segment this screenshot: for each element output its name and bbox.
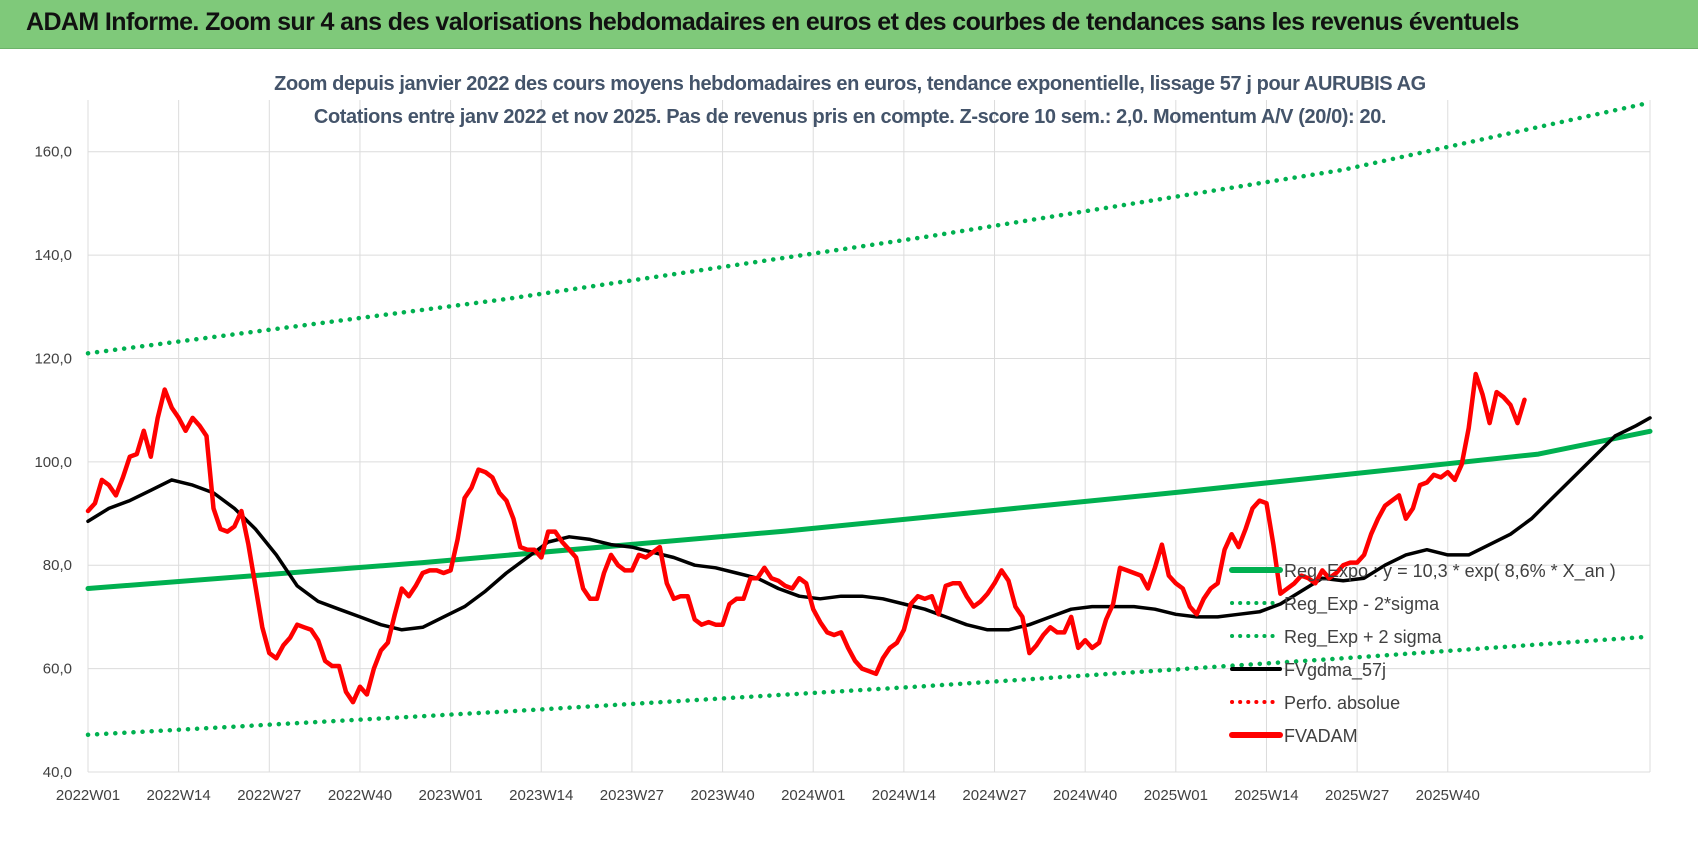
y-tick-label: 40,0	[43, 764, 72, 781]
x-tick-label: 2024W01	[781, 787, 845, 804]
legend-label: Reg_Exp + 2 sigma	[1284, 627, 1443, 648]
chart-series	[85, 100, 1653, 738]
report-banner: ADAM Informe. Zoom sur 4 ans des valoris…	[0, 0, 1698, 49]
legend-label: Reg_Exp - 2*sigma	[1284, 594, 1440, 615]
legend-label: FVgdma_57j	[1284, 660, 1386, 681]
y-tick-label: 100,0	[34, 454, 72, 471]
x-tick-label: 2024W14	[872, 787, 936, 804]
legend-label: Perfo. absolue	[1284, 693, 1400, 713]
x-tick-label: 2022W01	[56, 787, 120, 804]
chart-legend: Reg_Expo : y = 10,3 * exp( 8,6% * X_an )…	[1229, 561, 1616, 746]
series-line-5	[85, 371, 1527, 705]
x-tick-label: 2025W14	[1234, 787, 1298, 804]
chart-title: Zoom depuis janvier 2022 des cours moyen…	[274, 73, 1426, 95]
series-line-0	[85, 428, 1653, 591]
y-tick-label: 60,0	[43, 661, 72, 678]
x-tick-label: 2023W27	[600, 787, 664, 804]
x-tick-label: 2023W01	[418, 787, 482, 804]
x-tick-label: 2025W27	[1325, 787, 1389, 804]
x-tick-label: 2023W14	[509, 787, 573, 804]
x-tick-label: 2024W40	[1053, 787, 1117, 804]
x-tick-label: 2025W40	[1416, 787, 1480, 804]
y-tick-label: 160,0	[34, 144, 72, 161]
series-line-2	[85, 100, 1653, 356]
x-tick-label: 2022W40	[328, 787, 392, 804]
series-line-1	[85, 634, 1653, 738]
chart-subtitle: Cotations entre janv 2022 et nov 2025. P…	[314, 106, 1386, 128]
y-axis-ticks: 40,0 60,0 80,0 100,0 120,0 140,0 160,0	[34, 144, 72, 781]
x-tick-label: 2022W14	[147, 787, 211, 804]
legend-label: Reg_Expo : y = 10,3 * exp( 8,6% * X_an )	[1284, 561, 1616, 582]
report-title: ADAM Informe. Zoom sur 4 ans des valoris…	[26, 8, 1519, 36]
y-tick-label: 120,0	[34, 350, 72, 367]
x-tick-label: 2022W27	[237, 787, 301, 804]
x-tick-label: 2023W40	[690, 787, 754, 804]
y-tick-label: 80,0	[43, 557, 72, 574]
x-axis-ticks: 2022W01 2022W14 2022W27 2022W40 2023W01 2023W…	[56, 787, 1480, 804]
x-tick-label: 2025W01	[1144, 787, 1208, 804]
x-tick-label: 2024W27	[962, 787, 1026, 804]
series-line-3	[86, 416, 1652, 632]
chart-grid	[87, 100, 1651, 773]
y-tick-label: 140,0	[34, 247, 72, 264]
legend-label: FVADAM	[1284, 726, 1358, 746]
